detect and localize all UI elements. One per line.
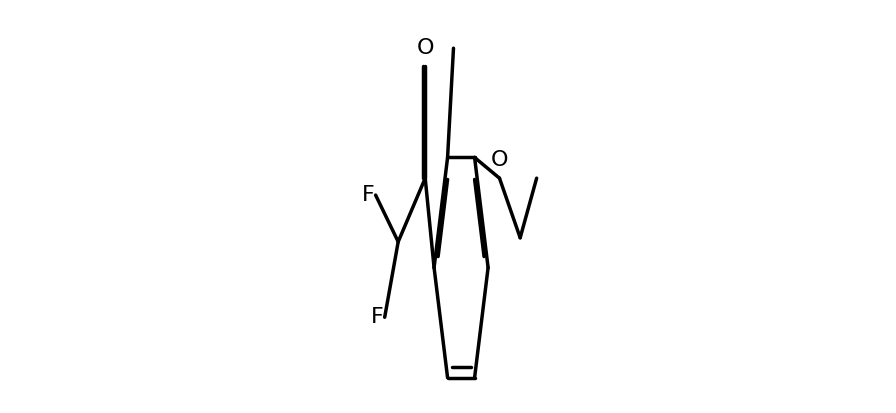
Text: F: F [362,185,375,205]
Text: F: F [371,307,383,327]
Text: O: O [491,150,508,170]
Text: O: O [417,38,434,58]
